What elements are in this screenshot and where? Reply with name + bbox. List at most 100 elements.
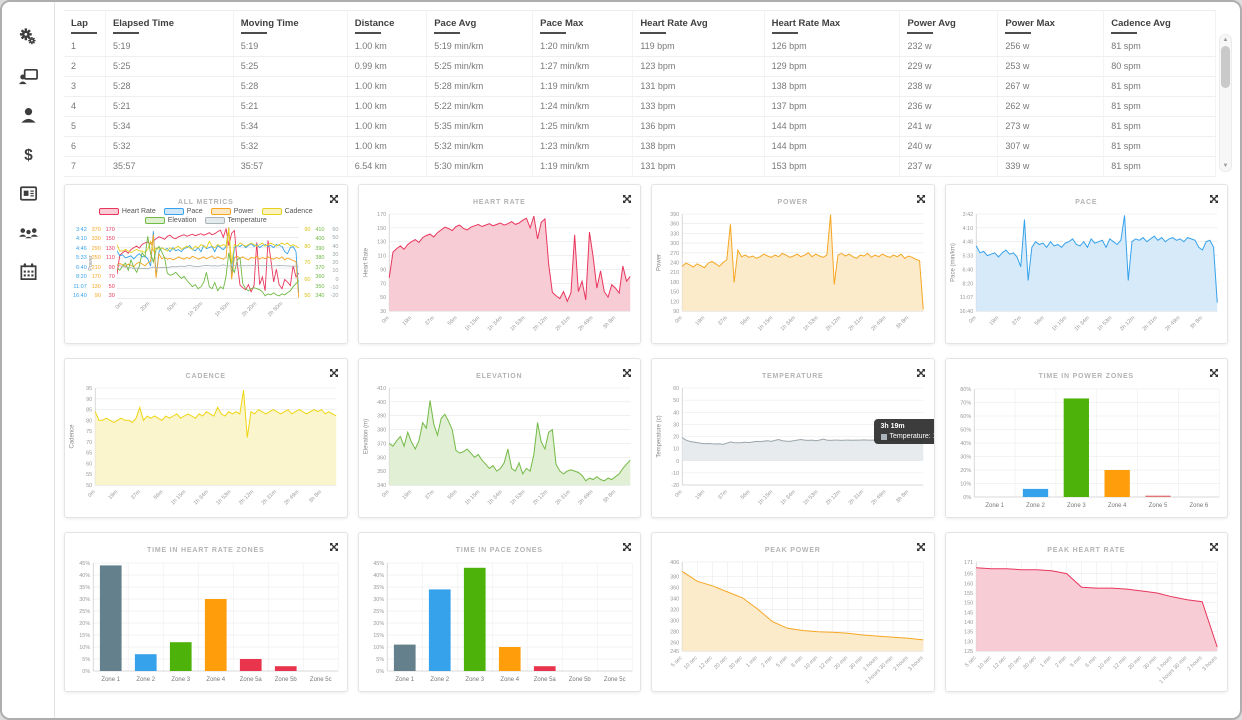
move-chart-icon[interactable] bbox=[1209, 539, 1219, 551]
column-header[interactable]: Moving Time bbox=[233, 10, 348, 37]
move-chart-icon[interactable] bbox=[329, 539, 339, 551]
bar-zone-4[interactable] bbox=[204, 599, 227, 671]
people-icon[interactable] bbox=[17, 221, 39, 243]
x-tick-label: 19m bbox=[988, 315, 1000, 327]
legend-item[interactable]: Heart Rate bbox=[98, 208, 156, 215]
column-header-label: Cadence Avg bbox=[1111, 18, 1171, 29]
x-tick-label: 2h 50m bbox=[267, 301, 285, 319]
bar-zone-1[interactable] bbox=[99, 565, 122, 671]
dollar-icon[interactable]: $ bbox=[17, 143, 39, 165]
bar-zone-4[interactable] bbox=[498, 647, 521, 671]
category-label: Zone 1 bbox=[985, 503, 1004, 509]
y-tick-label: 140 bbox=[964, 620, 973, 626]
table-cell: 126 bpm bbox=[764, 37, 901, 57]
y-tick-label: 210 bbox=[670, 270, 679, 276]
column-header[interactable]: Heart Rate Max bbox=[764, 10, 901, 37]
column-header[interactable]: Power Max bbox=[997, 10, 1105, 37]
x-tick-label: 56m bbox=[446, 315, 458, 327]
table-scrollbar[interactable]: ▲ ▼ bbox=[1219, 34, 1232, 172]
move-chart-icon[interactable] bbox=[622, 365, 632, 377]
y-tick-label: 0% bbox=[963, 495, 971, 501]
person-presentation-icon[interactable] bbox=[17, 65, 39, 87]
axis-tick: 0 bbox=[335, 276, 339, 283]
category-label: Zone 3 bbox=[465, 677, 484, 683]
move-chart-icon[interactable] bbox=[1209, 365, 1219, 377]
bar-zone-4[interactable] bbox=[1104, 470, 1130, 497]
column-header[interactable]: Elapsed Time bbox=[105, 10, 234, 37]
table-cell: 129 bpm bbox=[764, 56, 901, 77]
newspaper-icon[interactable] bbox=[17, 182, 39, 204]
move-chart-icon[interactable] bbox=[329, 191, 339, 203]
column-header[interactable]: Pace Avg bbox=[426, 10, 534, 37]
bar-zone-3[interactable] bbox=[169, 642, 192, 671]
bar-zone-2[interactable] bbox=[1022, 488, 1048, 497]
legend-item[interactable]: Cadence bbox=[261, 208, 313, 215]
bar-zone-3[interactable] bbox=[1063, 398, 1089, 497]
column-header[interactable]: Lap bbox=[64, 10, 106, 37]
move-chart-icon[interactable] bbox=[622, 539, 632, 551]
bar-zone-5[interactable] bbox=[1144, 495, 1171, 497]
y-tick-label: 11:07 bbox=[959, 295, 972, 301]
x-tick-label: 2h 31m bbox=[554, 315, 572, 333]
chart-card-time_pace_zones: TIME IN PACE ZONES 45% 40% 35% 30% 25% 20% 15% 1… bbox=[357, 532, 641, 692]
move-chart-icon[interactable] bbox=[916, 365, 926, 377]
bar-zone-5a[interactable] bbox=[533, 666, 556, 671]
table-row[interactable]: 7 35:57 35:57 6.54 km 5:30 min/km 1:19 min/km… bbox=[64, 156, 1216, 177]
legend-item[interactable]: Pace bbox=[163, 208, 203, 215]
table-row[interactable]: 5 5:34 5:34 1.00 km 5:35 min/km 1:25 min/km 13… bbox=[64, 116, 1216, 137]
table-row[interactable]: 3 5:28 5:28 1.00 km 5:28 min/km 1:19 min/km 13… bbox=[64, 76, 1216, 97]
calendar-icon[interactable] bbox=[17, 260, 39, 282]
y-tick-label: 15% bbox=[373, 633, 384, 639]
person-icon[interactable] bbox=[17, 104, 39, 126]
chart-title: ALL METRICS bbox=[177, 199, 234, 206]
legend-item[interactable]: Power bbox=[210, 208, 254, 215]
column-header[interactable]: Cadence Avg bbox=[1103, 10, 1216, 37]
column-header[interactable]: Heart Rate Avg bbox=[632, 10, 765, 37]
bar-zone-1[interactable] bbox=[393, 644, 416, 671]
table-row[interactable]: 2 5:25 5:25 0.99 km 5:25 min/km 1:27 min/km 12… bbox=[64, 56, 1216, 77]
x-tick-label: 2 hours bbox=[1186, 655, 1203, 672]
move-chart-icon[interactable] bbox=[1209, 191, 1219, 203]
table-row[interactable]: 6 5:32 5:32 1.00 km 5:32 min/km 1:23 min/km 13… bbox=[64, 136, 1216, 157]
scroll-down-arrow-icon[interactable]: ▼ bbox=[1222, 163, 1229, 169]
x-tick-label: 1h 53m bbox=[1096, 315, 1114, 333]
y-tick-label: 6:40 bbox=[962, 267, 973, 273]
table-row[interactable]: 1 5:19 5:19 1.00 km 5:19 min/km 1:20 min/km 11… bbox=[64, 37, 1216, 57]
x-tick-label: 2h 12m bbox=[825, 489, 843, 507]
column-header[interactable]: Distance bbox=[347, 10, 428, 37]
column-header[interactable]: Pace Max bbox=[532, 10, 634, 37]
x-tick-label: 19m bbox=[401, 489, 413, 501]
bar-zone-5a[interactable] bbox=[239, 659, 262, 671]
scroll-up-arrow-icon[interactable]: ▲ bbox=[1222, 37, 1229, 43]
legend-label: Cadence bbox=[284, 208, 313, 215]
x-tick-label: 2h 12m bbox=[825, 315, 843, 333]
x-tick-label: 2h 49m bbox=[870, 315, 888, 333]
table-cell: 1:24 min/km bbox=[532, 96, 634, 117]
bar-zone-2[interactable] bbox=[428, 589, 451, 671]
table-cell: 138 bpm bbox=[632, 136, 765, 157]
x-tick-label: 2h 12m bbox=[1119, 315, 1137, 333]
move-chart-icon[interactable] bbox=[622, 191, 632, 203]
axis-tick: 130 bbox=[91, 283, 101, 290]
legend-item[interactable]: Elevation bbox=[144, 217, 197, 224]
axis-tick: 340 bbox=[315, 292, 325, 299]
move-chart-icon[interactable] bbox=[916, 539, 926, 551]
bar-zone-2[interactable] bbox=[134, 654, 157, 671]
y-axis-label: Heart Rate bbox=[363, 247, 369, 277]
scrollbar-thumb[interactable] bbox=[1221, 46, 1230, 88]
x-tick-label: 37m bbox=[717, 315, 729, 327]
gears-icon[interactable] bbox=[17, 26, 39, 48]
table-row[interactable]: 4 5:21 5:21 1.00 km 5:22 min/km 1:24 min/km 13… bbox=[64, 96, 1216, 117]
column-header[interactable]: Power Avg bbox=[899, 10, 999, 37]
bar-zone-3[interactable] bbox=[463, 567, 486, 671]
x-tick-label: 2h 49m bbox=[1164, 315, 1182, 333]
category-label: Zone 4 bbox=[206, 677, 225, 683]
legend-item[interactable]: Temperature bbox=[204, 217, 267, 224]
x-tick-label: 0m bbox=[674, 489, 684, 499]
y-tick-label: 90 bbox=[673, 309, 679, 315]
bar-zone-5b[interactable] bbox=[274, 666, 297, 671]
move-chart-icon[interactable] bbox=[916, 191, 926, 203]
axis-tick: 60 bbox=[332, 227, 339, 233]
move-chart-icon[interactable] bbox=[329, 365, 339, 377]
